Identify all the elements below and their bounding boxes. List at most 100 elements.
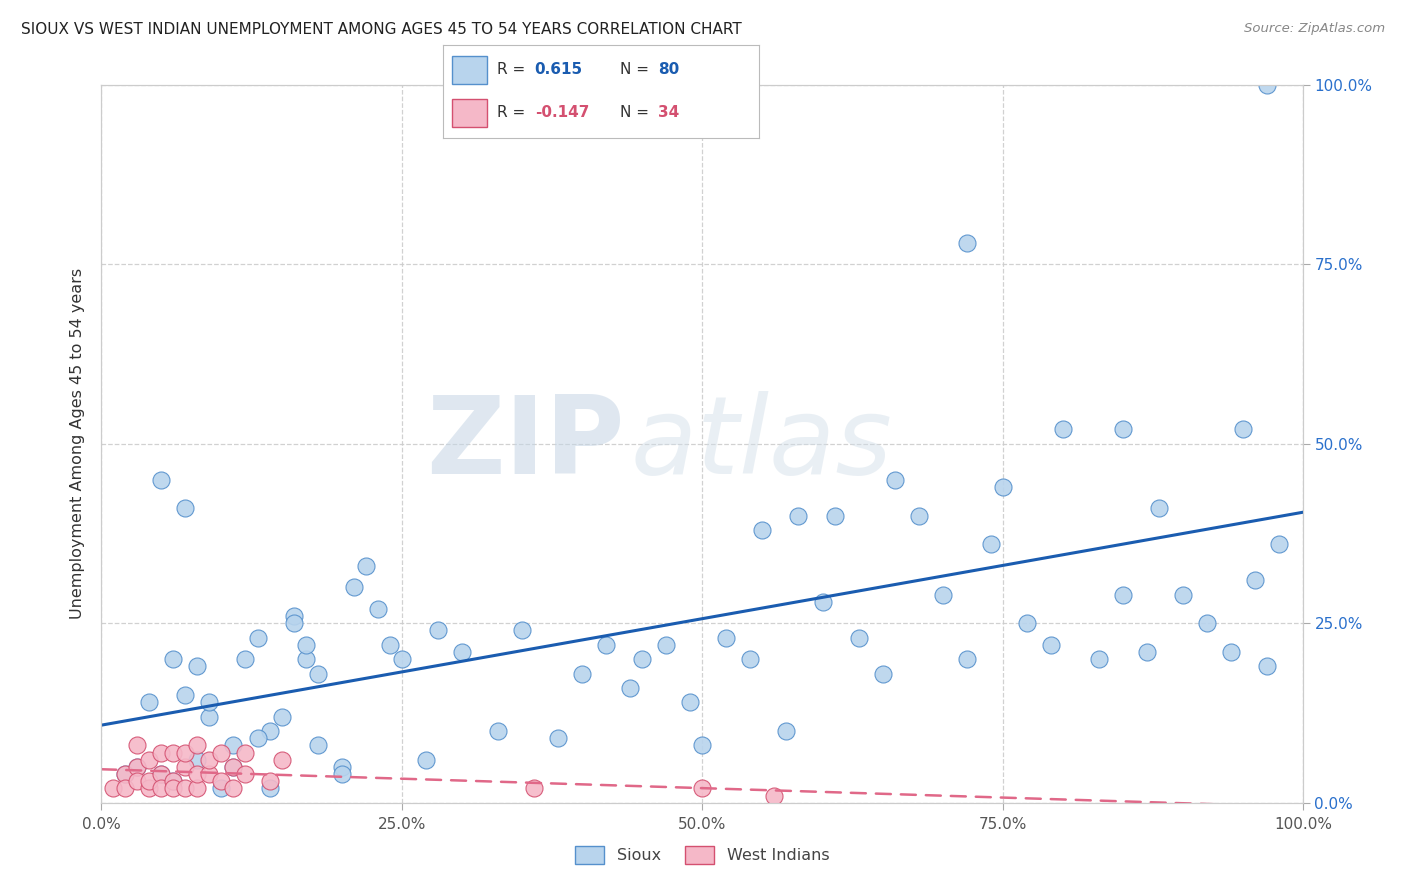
Point (222, 760, 245, 774)
Point (283, 616, 305, 631)
Point (991, 480, 1014, 494)
Point (259, 781, 281, 796)
Point (259, 774, 281, 789)
Point (1052, 422, 1074, 436)
Point (883, 473, 905, 487)
Text: atlas: atlas (630, 392, 891, 496)
Point (174, 501, 197, 516)
Point (270, 753, 292, 767)
Point (103, 781, 125, 796)
Point (235, 746, 257, 760)
Y-axis label: Unemployment Among Ages 45 to 54 years: Unemployment Among Ages 45 to 54 years (70, 268, 86, 619)
Point (174, 781, 197, 796)
Point (127, 774, 149, 789)
Point (486, 724, 509, 739)
Point (378, 638, 401, 652)
Point (330, 767, 353, 781)
Point (1197, 616, 1219, 631)
Text: R =: R = (496, 62, 530, 78)
Point (763, 789, 786, 803)
Point (1220, 645, 1243, 659)
Text: 0.615: 0.615 (534, 62, 582, 78)
Point (114, 767, 136, 781)
Point (547, 731, 569, 746)
Point (211, 746, 233, 760)
Point (1112, 422, 1135, 436)
Point (127, 760, 149, 774)
Point (716, 631, 738, 645)
Point (571, 666, 593, 681)
Point (246, 631, 269, 645)
Point (246, 731, 269, 746)
Point (426, 624, 449, 638)
Point (1136, 645, 1159, 659)
Point (138, 695, 160, 709)
Point (198, 753, 221, 767)
Text: N =: N = (620, 62, 654, 78)
Point (307, 666, 329, 681)
Legend: Sioux, West Indians: Sioux, West Indians (569, 840, 835, 871)
Point (211, 781, 233, 796)
Point (811, 595, 834, 609)
Text: N =: N = (620, 105, 654, 120)
Point (283, 609, 305, 624)
Point (211, 774, 233, 789)
Point (138, 753, 160, 767)
Point (619, 681, 641, 695)
Point (198, 695, 221, 709)
Point (186, 739, 208, 753)
Point (150, 767, 173, 781)
Point (1268, 537, 1291, 551)
Point (740, 652, 762, 666)
Point (174, 746, 197, 760)
Point (775, 724, 797, 739)
Point (415, 753, 437, 767)
Point (1039, 638, 1062, 652)
Point (848, 631, 870, 645)
Point (956, 652, 979, 666)
Point (162, 746, 184, 760)
Point (1015, 616, 1038, 631)
Point (956, 235, 979, 250)
Point (1147, 501, 1170, 516)
Point (198, 709, 221, 723)
Point (174, 760, 197, 774)
Point (186, 753, 208, 767)
Point (235, 652, 257, 666)
Point (510, 624, 533, 638)
Point (872, 666, 894, 681)
Point (655, 638, 678, 652)
Point (114, 781, 136, 796)
Point (1173, 588, 1195, 602)
Point (150, 473, 173, 487)
Point (198, 767, 221, 781)
Point (259, 724, 281, 739)
Point (270, 709, 292, 723)
Point (186, 659, 208, 673)
Point (222, 739, 245, 753)
Point (595, 638, 617, 652)
Point (174, 688, 197, 702)
Point (907, 508, 929, 523)
Text: R =: R = (496, 105, 530, 120)
Point (692, 739, 714, 753)
Point (294, 652, 316, 666)
Point (343, 581, 366, 595)
Point (354, 558, 377, 573)
Point (114, 767, 136, 781)
Point (150, 746, 173, 760)
Point (138, 774, 160, 789)
Text: SIOUX VS WEST INDIAN UNEMPLOYMENT AMONG AGES 45 TO 54 YEARS CORRELATION CHART: SIOUX VS WEST INDIAN UNEMPLOYMENT AMONG … (21, 22, 742, 37)
Text: 80: 80 (658, 62, 679, 78)
Point (138, 781, 160, 796)
Point (751, 523, 773, 537)
Point (1112, 588, 1135, 602)
Point (692, 781, 714, 796)
Point (1256, 78, 1278, 92)
Point (1244, 573, 1267, 587)
Point (824, 508, 846, 523)
Text: Source: ZipAtlas.com: Source: ZipAtlas.com (1244, 22, 1385, 36)
Point (1088, 652, 1111, 666)
Point (186, 781, 208, 796)
Point (162, 774, 184, 789)
